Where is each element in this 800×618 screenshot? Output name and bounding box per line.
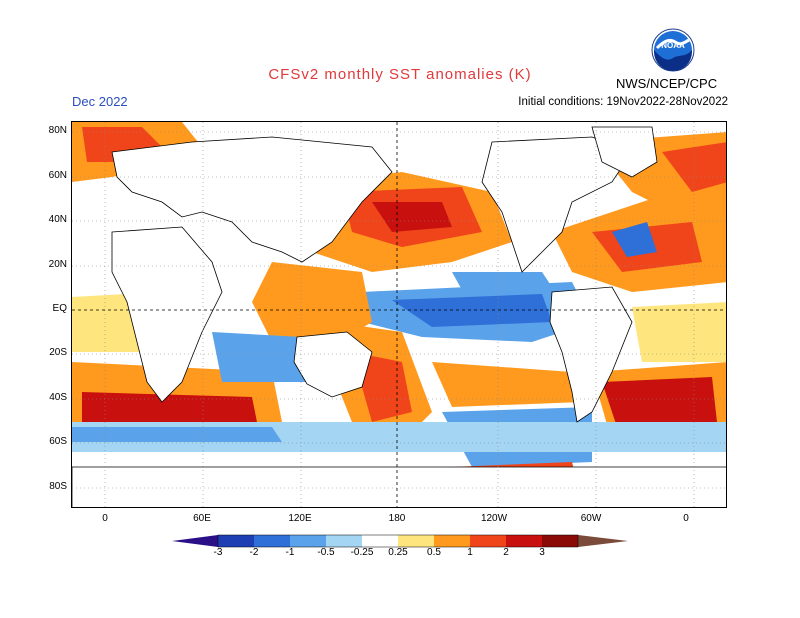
- lat-label: 20N: [48, 259, 67, 270]
- reference-lines: [72, 122, 726, 507]
- colorbar-tick: -1: [285, 547, 295, 558]
- colorbar: [172, 534, 628, 548]
- colorbar-swatch: [362, 535, 398, 547]
- anomaly-field: [72, 122, 726, 488]
- lat-label: 60N: [48, 170, 67, 181]
- lat-label: 40S: [49, 392, 67, 403]
- colorbar-swatch: [470, 535, 506, 547]
- noaa-logo: NOAA: [651, 28, 695, 72]
- colorbar-tick: -3: [213, 547, 223, 558]
- lat-label: 20S: [49, 347, 67, 358]
- land-mask: [72, 126, 726, 507]
- colorbar-swatch: [172, 535, 218, 547]
- colorbar-swatch: [506, 535, 542, 547]
- colorbar-tick: -0.5: [317, 547, 335, 558]
- lon-label: 120W: [480, 513, 508, 524]
- colorbar-swatch: [398, 535, 434, 547]
- lon-label: 60W: [580, 513, 602, 524]
- lat-label: 80N: [48, 125, 67, 136]
- colorbar-tick: -0.25: [350, 547, 374, 558]
- credit-label: NWS/NCEP/CPC: [616, 76, 718, 91]
- colorbar-tick: 0.25: [388, 547, 408, 558]
- lon-label: 0: [102, 513, 108, 524]
- colorbar-swatch: [542, 535, 578, 547]
- lat-label: EQ: [52, 303, 67, 314]
- lat-label: 80S: [49, 481, 67, 492]
- lon-label: 180: [388, 513, 406, 524]
- graticule: [72, 122, 726, 507]
- colorbar-swatch: [254, 535, 290, 547]
- colorbar-swatch: [218, 535, 254, 547]
- initial-conditions-label: Initial conditions: 19Nov2022-28Nov2022: [518, 96, 728, 108]
- colorbar-tick: 3: [539, 547, 545, 558]
- colorbar-tick: 1: [467, 547, 473, 558]
- lon-label: 0: [683, 513, 689, 524]
- colorbar-tick: 2: [503, 547, 509, 558]
- colorbar-swatch: [326, 535, 362, 547]
- map-canvas: [72, 122, 726, 507]
- sst-anomaly-map: [71, 121, 727, 508]
- colorbar-tick: -2: [249, 547, 259, 558]
- colorbar-swatch: [290, 535, 326, 547]
- lat-label: 40N: [48, 214, 67, 225]
- colorbar-swatch: [578, 535, 628, 547]
- chart-title: CFSv2 monthly SST anomalies (K): [268, 66, 532, 83]
- lat-label: 60S: [49, 436, 67, 447]
- lon-label: 60E: [193, 513, 211, 524]
- logo-text: NOAA: [661, 41, 685, 50]
- colorbar-tick: 0.5: [427, 547, 441, 558]
- colorbar-swatch: [434, 535, 470, 547]
- lon-label: 120E: [288, 513, 312, 524]
- valid-period-label: Dec 2022: [72, 94, 128, 109]
